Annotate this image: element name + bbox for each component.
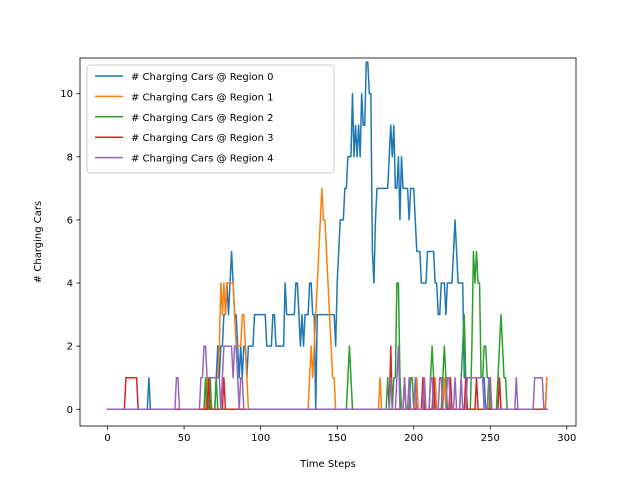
series-layer	[106, 61, 548, 411]
y-tick-label: 8	[67, 152, 73, 163]
x-tick-label: 150	[328, 433, 347, 444]
x-axis: 0 50 100 150 200 250 300	[104, 426, 576, 444]
series-line-region-0	[106, 61, 548, 411]
legend-items: # Charging Cars @ Region 0 # Charging Car…	[95, 72, 274, 165]
y-axis: 0 2 4 6 8 10	[60, 89, 80, 416]
x-tick-label: 250	[481, 433, 500, 444]
legend-label: # Charging Cars @ Region 1	[131, 92, 274, 103]
x-tick-label: 100	[251, 433, 270, 444]
x-tick-label: 300	[557, 433, 576, 444]
y-axis-label: # Charging Cars	[33, 201, 44, 283]
legend-label: # Charging Cars @ Region 3	[131, 133, 274, 144]
y-tick-label: 2	[67, 342, 73, 353]
legend-box	[86, 64, 335, 174]
legend-label: # Charging Cars @ Region 4	[131, 154, 274, 165]
series-line-region-4	[106, 345, 548, 411]
y-tick-label: 6	[67, 215, 73, 226]
x-tick-label: 0	[104, 433, 110, 444]
x-tick-label: 50	[178, 433, 191, 444]
legend-label: # Charging Cars @ Region 0	[131, 72, 274, 83]
legend: # Charging Cars @ Region 0 # Charging Car…	[86, 64, 335, 174]
y-tick-label: 4	[67, 279, 73, 290]
y-tick-label: 10	[60, 89, 73, 100]
x-tick-label: 200	[404, 433, 423, 444]
x-axis-label: Time Steps	[299, 459, 356, 470]
legend-label: # Charging Cars @ Region 2	[131, 113, 274, 124]
y-tick-label: 0	[67, 405, 73, 416]
plot-frame	[79, 57, 577, 427]
